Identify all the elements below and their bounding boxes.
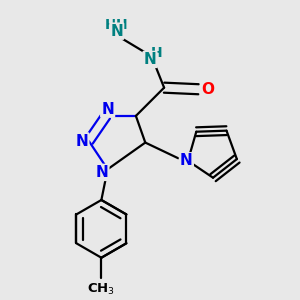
Text: CH$_3$: CH$_3$ xyxy=(87,282,116,297)
Text: H: H xyxy=(116,18,127,32)
Text: H: H xyxy=(151,46,162,59)
Text: H: H xyxy=(105,18,117,32)
Text: N: N xyxy=(180,153,193,168)
Text: O: O xyxy=(201,82,214,97)
Text: N: N xyxy=(110,24,123,39)
Text: N: N xyxy=(96,165,108,180)
Text: N: N xyxy=(101,101,114,116)
Text: N: N xyxy=(76,134,88,148)
Text: N: N xyxy=(144,52,156,67)
